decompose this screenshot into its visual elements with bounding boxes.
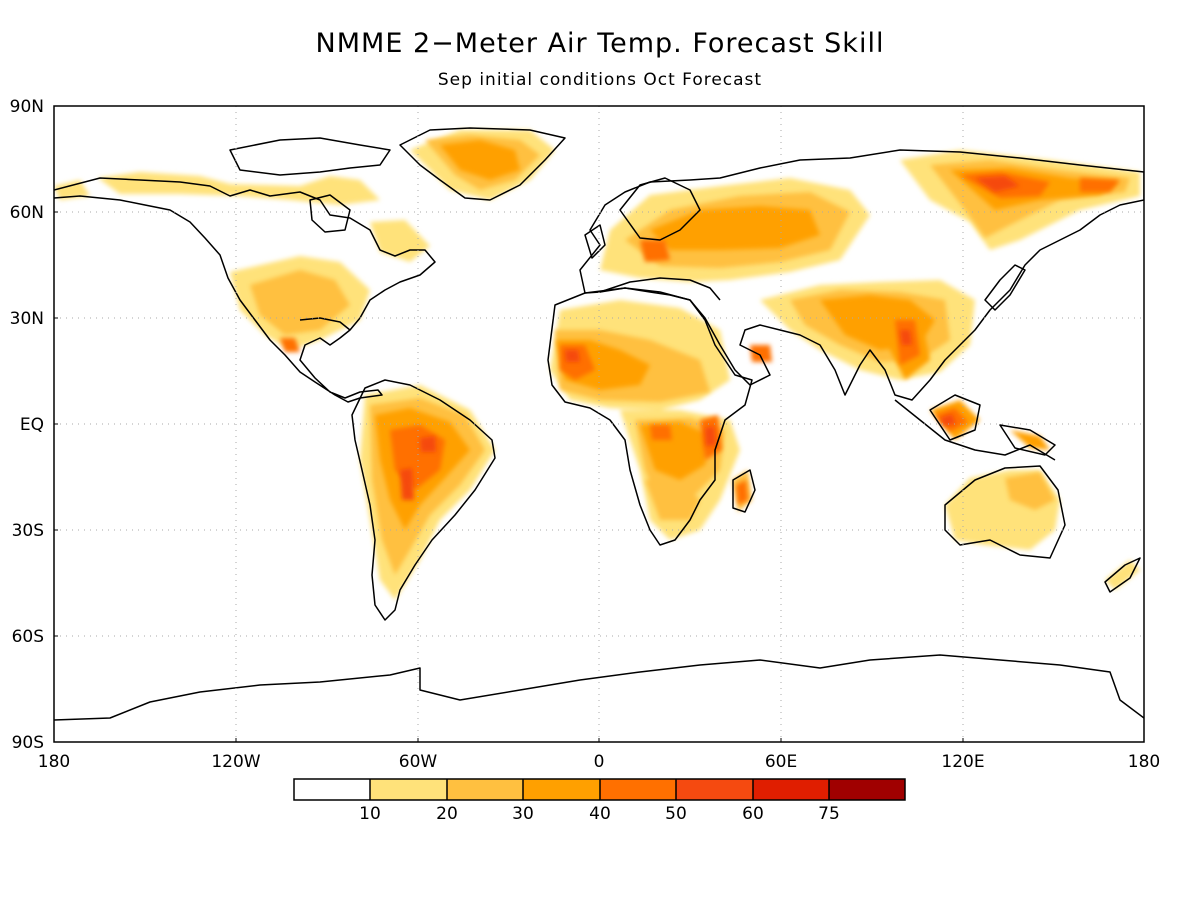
coast-madagascar [732,469,756,513]
colorbar-label-60: 60 [742,804,764,824]
lat-label-eq: EQ [20,415,44,435]
colorbar-swatch [829,779,905,800]
skill-patch-europe [640,240,670,262]
skill-patch-east-africa [705,426,716,446]
lon-label-180w: 180 [38,752,70,772]
coast-borneo [929,394,981,441]
skill-patch-far-east [1080,178,1120,192]
lat-label-30n: 30N [10,309,44,329]
coast-greenland [399,127,566,201]
skill-patch-madagascar [736,480,748,505]
skill-patch-siberia [975,176,1020,192]
skill-patch-mexico [280,338,300,352]
skill-patch-gulf-of-guinea [650,425,672,440]
colorbar-label-40: 40 [589,804,611,824]
lon-label-60e: 60E [765,752,797,772]
colorbar-swatch [753,779,829,800]
lat-label-90s: 90S [12,733,44,753]
colorbar-label-75: 75 [818,804,840,824]
lon-label-60w: 60W [399,752,438,772]
colorbar-swatch [447,779,523,800]
skill-patch-southern-africa [645,480,700,520]
skill-patch-indonesia [940,414,956,426]
coast-new-zealand [1104,557,1141,593]
skill-patch-new-guinea [1010,430,1050,450]
colorbar-label-50: 50 [665,804,687,824]
coast-eurasia [579,149,1144,401]
skill-patch-australia [1005,472,1055,510]
coast-scandinavia [619,177,701,241]
skill-patch-south-asia [900,330,912,345]
skill-patch-south-america [400,468,414,500]
coast-australia [944,465,1066,559]
coast-canadian-arctic [229,137,391,176]
lat-label-60n: 60N [10,203,44,223]
lon-label-0: 0 [594,752,605,772]
colorbar-label-20: 20 [436,804,458,824]
coast-antarctica [54,654,1144,721]
colorbar-swatch [370,779,447,800]
coast-mediterranean [599,277,721,301]
coast-japan [984,264,1026,311]
skill-patch-new-zealand [1105,560,1140,590]
colorbar-label-30: 30 [512,804,534,824]
coast-british-isles [584,224,606,259]
skill-patch-arabia [750,345,772,362]
coast-south-america [351,379,496,621]
lon-label-120e: 120E [941,752,984,772]
map-title: NMME 2−Meter Air Temp. Forecast Skill [315,28,885,59]
skill-level-5 [400,176,1020,500]
skill-patch-alaska [54,180,90,200]
lon-label-120w: 120W [211,752,260,772]
coast-new-guinea [999,424,1056,456]
colorbar-swatch [523,779,600,800]
coastlines [54,127,1144,721]
skill-patch-sahel [565,350,580,362]
colorbar-swatch [600,779,676,800]
lat-label-30s: 30S [12,521,44,541]
coast-hudson-bay [309,194,351,233]
colorbar-label-10: 10 [359,804,381,824]
skill-shading [54,130,1140,600]
lat-label-90n: 90N [10,97,44,117]
lat-label-60s: 60S [12,627,44,647]
map-subtitle: Sep initial conditions Oct Forecast [437,70,763,90]
gridlines [54,106,1144,742]
skill-patch-canada-arctic [98,172,380,205]
lon-label-180e: 180 [1128,752,1160,772]
colorbar-swatch [676,779,753,800]
tick-marks [53,105,1145,743]
colorbar: 10 20 30 40 50 60 75 [293,778,906,824]
skill-patch-amazon [420,436,436,452]
skill-patch-east-canada [370,220,430,262]
skill-patch-greenland [440,140,520,180]
coast-gulf [299,317,351,331]
colorbar-swatch [294,779,370,800]
coast-indonesia [894,399,1056,461]
